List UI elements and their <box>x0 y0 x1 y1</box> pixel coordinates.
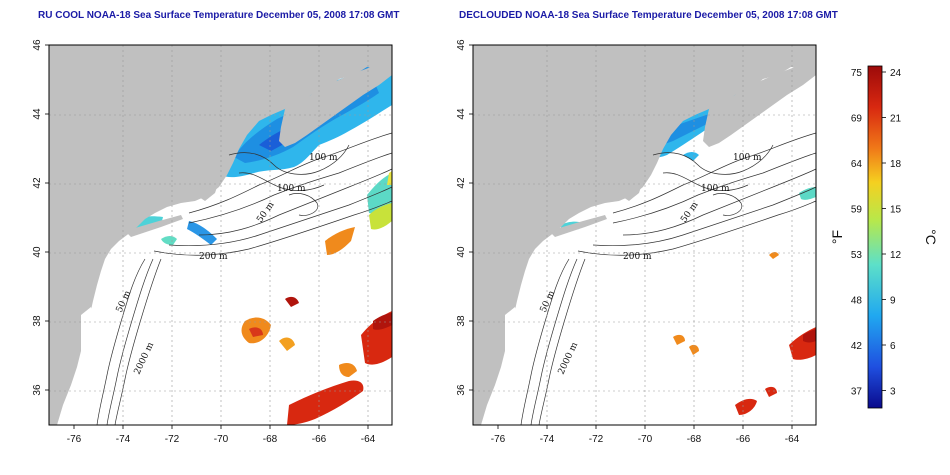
fahrenheit-unit-label: °F <box>829 230 845 244</box>
colorbar-fahrenheit-tick: 59 <box>851 205 863 216</box>
right-lon-tick-label: -68 <box>687 434 702 445</box>
colorbar-celsius-tick: 6 <box>890 341 896 352</box>
right-lon-tick-label: -66 <box>736 434 751 445</box>
colorbar-fahrenheit-tick: 64 <box>851 159 863 170</box>
right-lat-tick-label: 36 <box>456 384 467 396</box>
colorbar-celsius-tick: 24 <box>890 68 902 79</box>
right-lon-tick-label: -74 <box>540 434 555 445</box>
right-lat-tick-label: 42 <box>456 177 467 189</box>
colorbar-ramp <box>867 65 883 409</box>
isobath-label-200m-right: 200 m <box>623 252 652 262</box>
right-lat-tick-label: 38 <box>456 315 467 327</box>
isobath-label-100m-a-right: 100 m <box>733 153 762 163</box>
right-lat-tick-label: 46 <box>456 39 467 51</box>
left-lat-tick-label: 40 <box>32 246 43 258</box>
left-lon-tick-label: -72 <box>165 434 180 445</box>
right-lon-tick-label: -64 <box>785 434 800 445</box>
left-lon-tick-label: -74 <box>116 434 131 445</box>
colorbar-fahrenheit-tick: 69 <box>851 114 863 125</box>
colorbar-celsius-tick: 15 <box>890 205 902 216</box>
left-lon-tick-label: -66 <box>312 434 327 445</box>
left-sst-map: 100 m 100 m 50 m 200 m 50 m 2000 m <box>48 44 393 426</box>
left-lon-tick-label: -68 <box>263 434 278 445</box>
colorbar-celsius-tick: 18 <box>890 159 902 170</box>
isobath-label-100m-b-right: 100 m <box>701 184 730 194</box>
right-axis-ticks: -76 -74 -72 -70 -68 -66 -64 46 44 42 40 38 36 <box>456 39 800 445</box>
isobath-label-200m: 200 m <box>199 252 228 262</box>
right-lon-tick-label: -70 <box>638 434 653 445</box>
left-lon-tick-label: -76 <box>67 434 82 445</box>
left-lon-tick-label: -64 <box>361 434 376 445</box>
right-panel-title: DECLOUDED NOAA-18 Sea Surface Temperatur… <box>459 10 838 21</box>
colorbar-fahrenheit-tick: 53 <box>851 250 863 261</box>
colorbar-celsius-tick: 3 <box>890 387 896 398</box>
isobath-label-100m-b: 100 m <box>277 184 306 194</box>
colorbar-celsius-tick: 21 <box>890 114 902 125</box>
colorbar-fahrenheit-tick: 42 <box>851 341 863 352</box>
colorbar-celsius-tick: 12 <box>890 250 902 261</box>
left-lon-tick-label: -70 <box>214 434 229 445</box>
left-lat-tick-label: 44 <box>32 108 43 120</box>
right-lat-tick-label: 40 <box>456 246 467 258</box>
isobath-label-100m-a: 100 m <box>309 153 338 163</box>
celsius-unit-label: °C <box>923 229 939 245</box>
left-axis-ticks: -76 -74 -72 -70 -68 -66 -64 46 44 42 40 38 36 <box>32 39 376 445</box>
colorbar-fahrenheit-tick: 37 <box>851 387 863 398</box>
temperature-colorbar: 75 69 64 59 53 48 42 37 24 21 18 15 12 9 6 3 °F °C <box>829 65 939 409</box>
right-lat-tick-label: 44 <box>456 108 467 120</box>
right-sst-map: 100 m 100 m 50 m 200 m 50 m 2000 m <box>472 44 817 426</box>
left-lat-tick-label: 42 <box>32 177 43 189</box>
left-lat-tick-label: 46 <box>32 39 43 51</box>
left-panel-title: RU COOL NOAA-18 Sea Surface Temperature … <box>38 10 400 21</box>
left-lat-tick-label: 38 <box>32 315 43 327</box>
colorbar-fahrenheit-tick: 48 <box>851 296 863 307</box>
colorbar-fahrenheit-tick: 75 <box>851 68 863 79</box>
colorbar-celsius-tick: 9 <box>890 296 896 307</box>
left-lat-tick-label: 36 <box>32 384 43 396</box>
right-lon-tick-label: -72 <box>589 434 604 445</box>
right-lon-tick-label: -76 <box>491 434 506 445</box>
